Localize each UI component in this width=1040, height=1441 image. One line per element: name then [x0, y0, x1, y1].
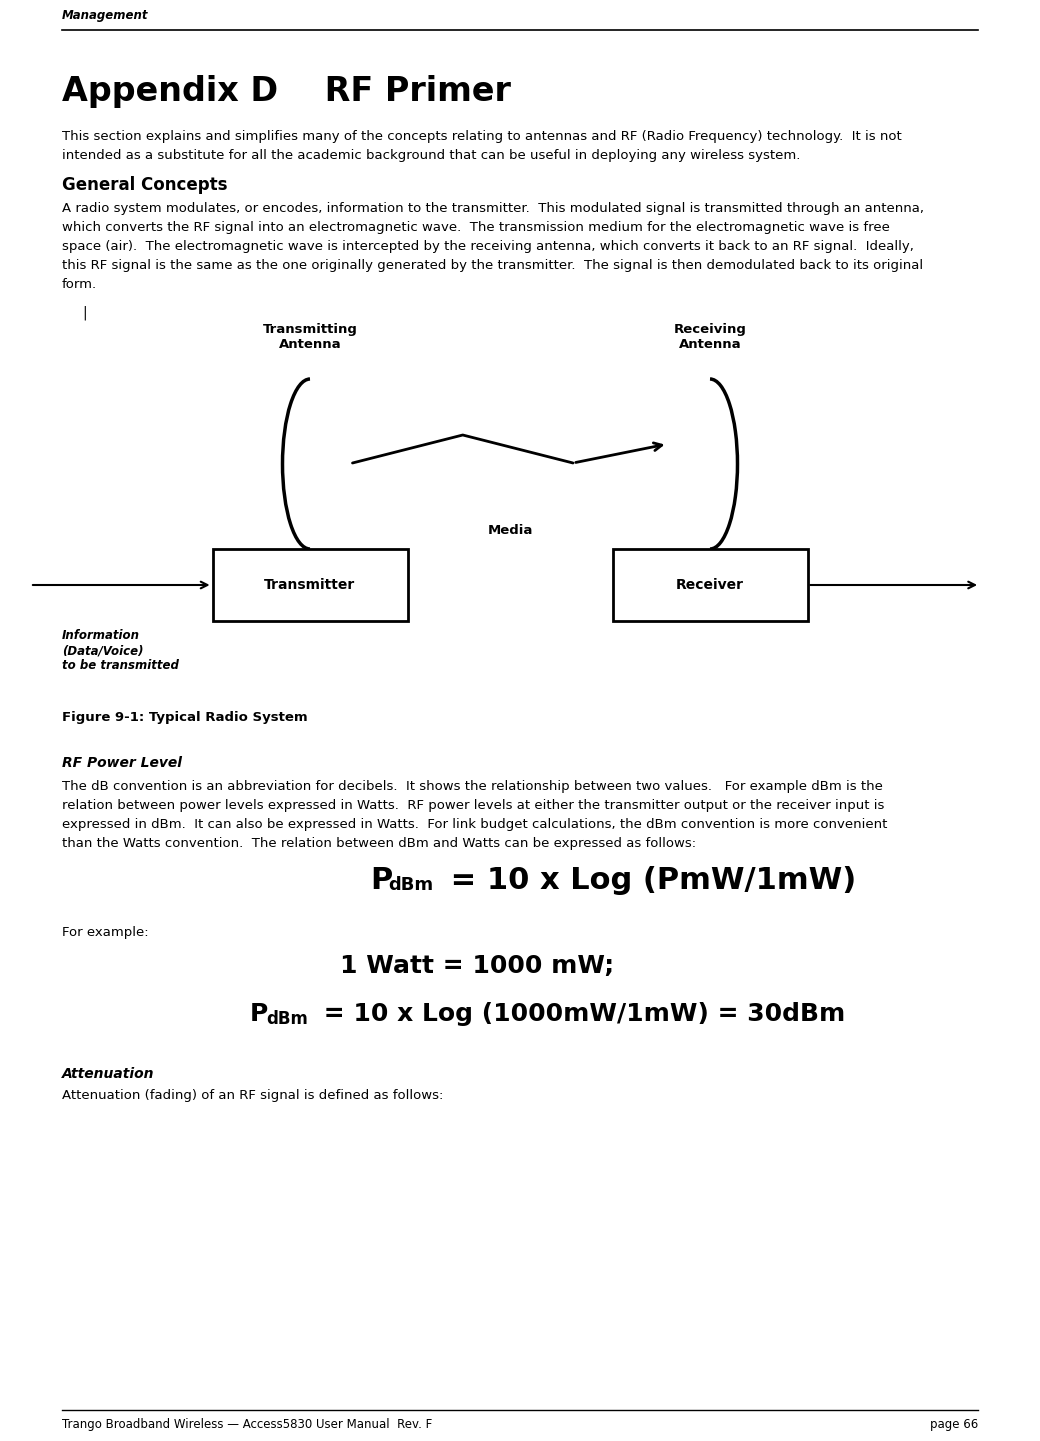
Text: Transmitting
Antenna: Transmitting Antenna — [262, 323, 358, 352]
Text: 1 Watt = 1000 mW;: 1 Watt = 1000 mW; — [340, 954, 615, 978]
Bar — [613, 549, 807, 621]
Text: |: | — [82, 305, 86, 320]
Text: Receiver: Receiver — [676, 578, 744, 592]
Text: Information
(Data/Voice)
to be transmitted: Information (Data/Voice) to be transmitt… — [62, 630, 179, 672]
Text: P: P — [370, 866, 392, 895]
Bar — [212, 549, 408, 621]
Text: space (air).  The electromagnetic wave is intercepted by the receiving antenna, : space (air). The electromagnetic wave is… — [62, 241, 914, 254]
Text: Attenuation: Attenuation — [62, 1066, 155, 1081]
Text: Transmitter: Transmitter — [264, 578, 356, 592]
Text: A radio system modulates, or encodes, information to the transmitter.  This modu: A radio system modulates, or encodes, in… — [62, 202, 924, 215]
Text: relation between power levels expressed in Watts.  RF power levels at either the: relation between power levels expressed … — [62, 798, 884, 811]
Text: = 10 x Log (PmW/1mW): = 10 x Log (PmW/1mW) — [440, 866, 856, 895]
Text: this RF signal is the same as the one originally generated by the transmitter.  : this RF signal is the same as the one or… — [62, 259, 924, 272]
Text: intended as a substitute for all the academic background that can be useful in d: intended as a substitute for all the aca… — [62, 148, 801, 161]
Text: Receiving
Antenna: Receiving Antenna — [674, 323, 747, 352]
Text: Appendix D    RF Primer: Appendix D RF Primer — [62, 75, 511, 108]
Text: P: P — [250, 1001, 268, 1026]
Text: General Concepts: General Concepts — [62, 176, 228, 195]
Text: form.: form. — [62, 278, 97, 291]
Text: The dB convention is an abbreviation for decibels.  It shows the relationship be: The dB convention is an abbreviation for… — [62, 780, 883, 793]
Text: than the Watts convention.  The relation between dBm and Watts can be expressed : than the Watts convention. The relation … — [62, 837, 696, 850]
Text: For example:: For example: — [62, 927, 149, 940]
Text: Figure 9-1: Typical Radio System: Figure 9-1: Typical Radio System — [62, 710, 308, 723]
Text: RF Power Level: RF Power Level — [62, 757, 182, 769]
Text: This section explains and simplifies many of the concepts relating to antennas a: This section explains and simplifies man… — [62, 130, 902, 143]
Text: dBm: dBm — [266, 1010, 308, 1027]
Text: page 66: page 66 — [930, 1418, 978, 1431]
Text: Trango Broadband Wireless — Access5830 User Manual  Rev. F: Trango Broadband Wireless — Access5830 U… — [62, 1418, 433, 1431]
Text: which converts the RF signal into an electromagnetic wave.  The transmission med: which converts the RF signal into an ele… — [62, 220, 890, 233]
Text: = 10 x Log (1000mW/1mW) = 30dBm: = 10 x Log (1000mW/1mW) = 30dBm — [315, 1001, 846, 1026]
Text: Management: Management — [62, 9, 149, 22]
Text: Attenuation (fading) of an RF signal is defined as follows:: Attenuation (fading) of an RF signal is … — [62, 1089, 443, 1102]
Text: Media: Media — [488, 525, 532, 537]
Text: expressed in dBm.  It can also be expressed in Watts.  For link budget calculati: expressed in dBm. It can also be express… — [62, 818, 887, 831]
Text: dBm: dBm — [388, 876, 433, 893]
